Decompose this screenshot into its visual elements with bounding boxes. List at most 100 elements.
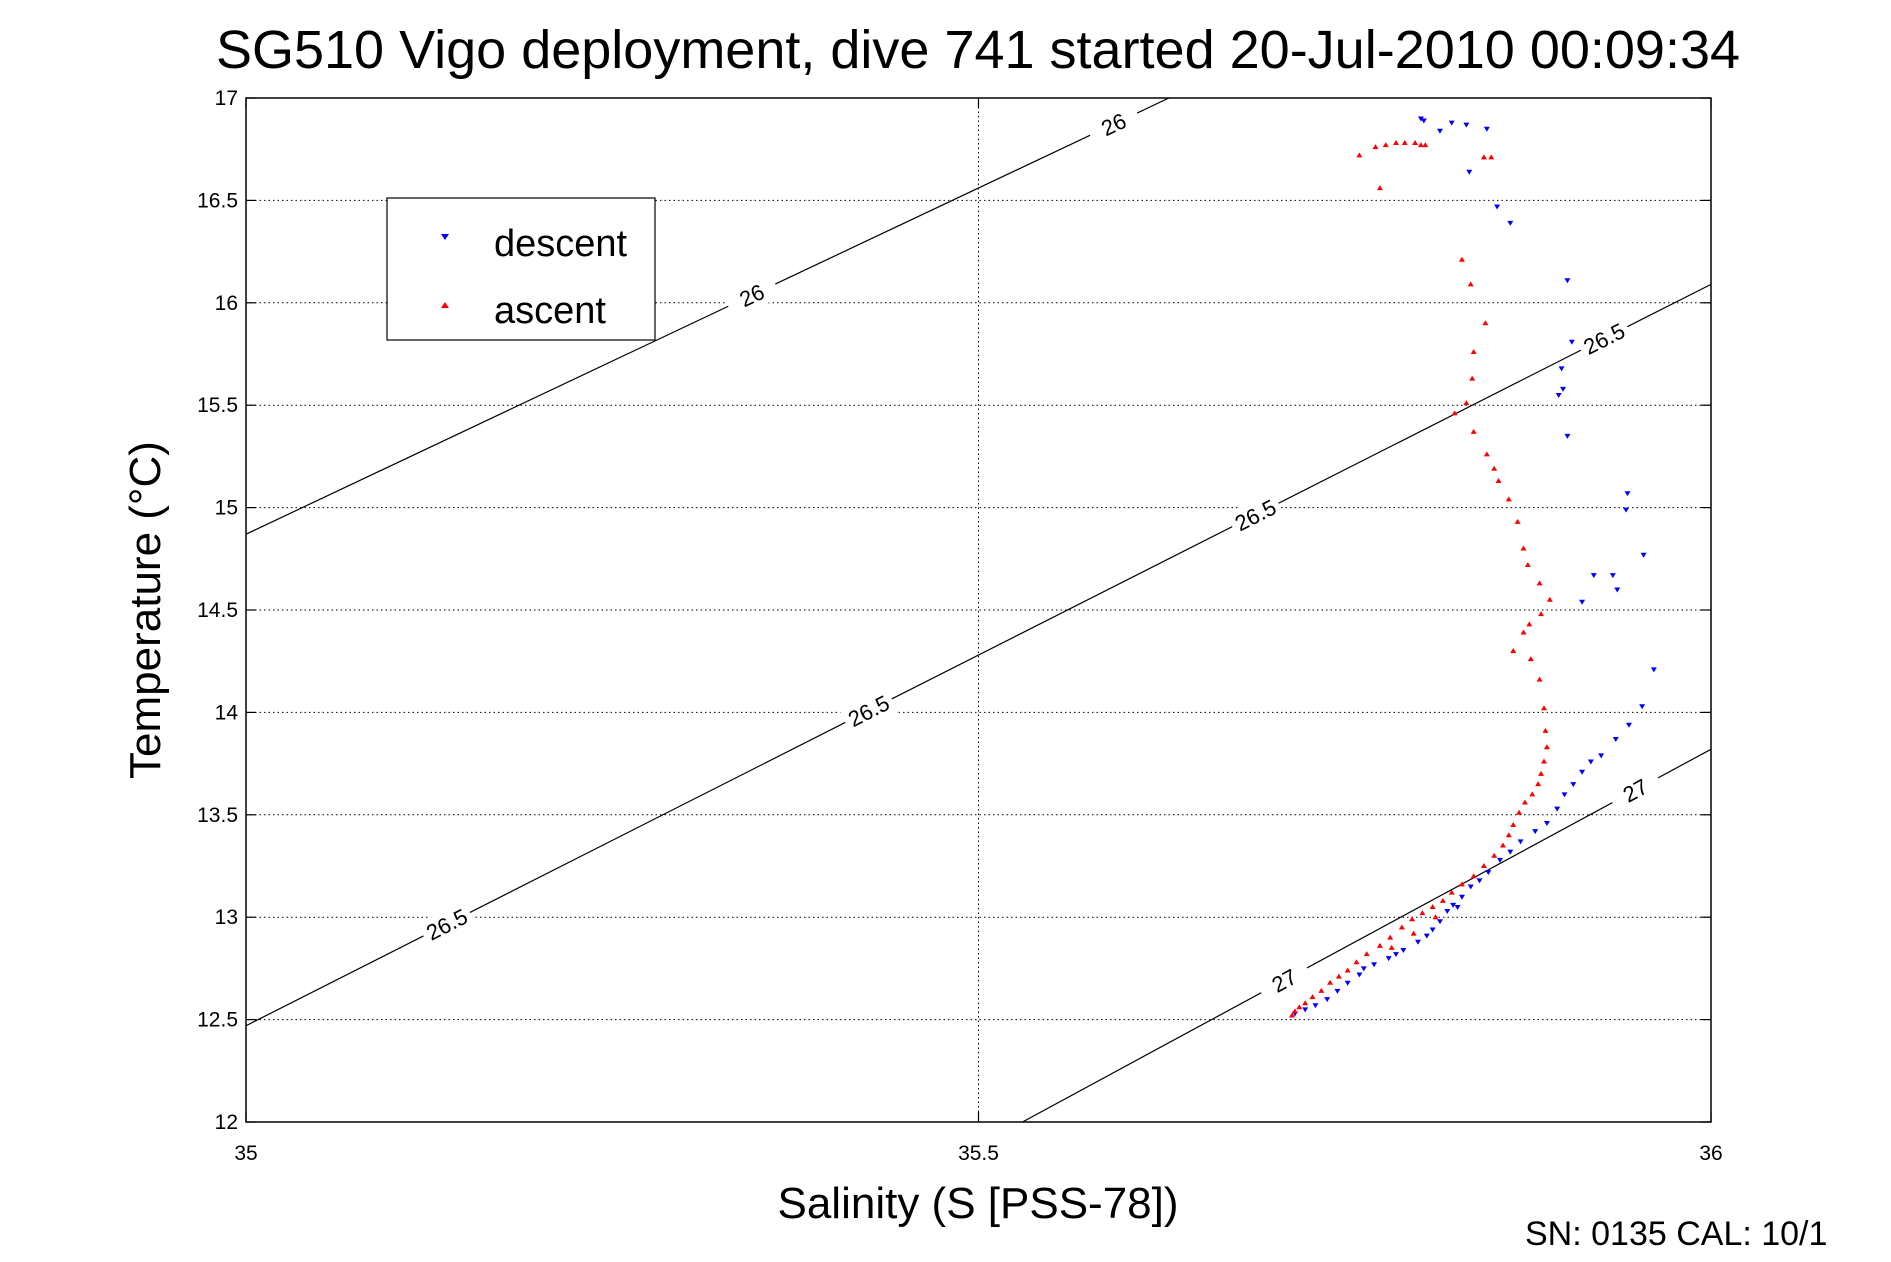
descent-point: [1564, 433, 1571, 439]
descent-point: [1558, 366, 1565, 372]
descent-point: [1444, 909, 1451, 915]
descent-point: [1623, 507, 1630, 513]
ascent-point: [1488, 154, 1495, 160]
ascent-point: [1432, 914, 1439, 920]
ascent-point: [1376, 942, 1383, 948]
descent-point: [1417, 116, 1424, 122]
descent-point: [1555, 392, 1562, 398]
ascent-point: [1495, 477, 1502, 483]
ascent-point: [1398, 924, 1405, 930]
y-tick-label: 13: [215, 906, 238, 929]
x-tick-label: 35: [234, 1142, 257, 1165]
descent-point: [1625, 722, 1632, 728]
ascent-point: [1382, 142, 1389, 148]
ascent-point: [1448, 889, 1455, 895]
y-tick-label: 15: [215, 497, 238, 520]
x-tick-label: 35.5: [958, 1142, 999, 1165]
ascent-point: [1520, 545, 1527, 551]
ascent-point: [1546, 596, 1553, 602]
descent-point: [1483, 126, 1490, 132]
ascent-point: [1538, 770, 1545, 776]
y-tick-label: 14.5: [197, 599, 238, 622]
descent-point: [1564, 278, 1571, 284]
descent-point: [1624, 491, 1631, 497]
ascent-point: [1526, 621, 1533, 627]
ascent-point: [1302, 1000, 1309, 1006]
ascent-point: [1327, 979, 1334, 985]
contour-label-background: [722, 271, 782, 319]
density-contour-line: [246, 283, 1711, 1027]
descent-point: [1429, 927, 1436, 933]
density-contour-line: [246, 98, 1170, 535]
descent-point: [1448, 120, 1455, 126]
contour-label-background: [1254, 955, 1314, 1006]
contour-label-background: [1605, 765, 1665, 815]
descent-point: [1614, 587, 1621, 593]
ascent-point: [1291, 1008, 1298, 1014]
ascent-point: [1499, 842, 1506, 848]
ascent-point: [1439, 897, 1446, 903]
ascent-point: [1309, 994, 1316, 1000]
descent-point: [1450, 902, 1457, 908]
descent-point: [1532, 829, 1539, 835]
descent-point: [1324, 997, 1331, 1003]
ascent-point: [1410, 930, 1417, 936]
ascent-point: [1536, 580, 1543, 586]
contour-label-background: [1084, 100, 1144, 148]
ascent-point: [1529, 791, 1536, 797]
legend-descent-label: descent: [494, 223, 628, 265]
series-descent: [1291, 116, 1657, 1017]
descent-point: [1356, 972, 1363, 978]
ascent-point: [1542, 727, 1549, 733]
descent-point: [1543, 820, 1550, 826]
ascent-point: [1540, 758, 1547, 764]
descent-point: [1415, 939, 1421, 945]
descent-point: [1436, 919, 1443, 925]
ascent-point: [1520, 629, 1527, 635]
ascent-point: [1470, 873, 1477, 879]
contour-label-background: [417, 899, 477, 949]
y-tick-label: 17: [215, 87, 238, 110]
ascent-point: [1353, 959, 1360, 965]
descent-point: [1360, 966, 1367, 972]
contour-label-background: [1225, 490, 1285, 540]
x-axis-label: Salinity (S [PSS-78]): [777, 1179, 1178, 1228]
y-tick-label: 14: [215, 701, 239, 724]
ascent-point: [1516, 809, 1523, 815]
ascent-point: [1538, 611, 1545, 617]
descent-point: [1640, 552, 1647, 558]
ascent-point: [1388, 944, 1395, 950]
descent-point: [1568, 339, 1575, 345]
descent-point: [1612, 737, 1619, 743]
descent-point: [1517, 839, 1524, 845]
contour-label-background: [1574, 314, 1634, 363]
ascent-point: [1451, 410, 1458, 416]
ascent-point: [1387, 934, 1394, 940]
ascent-point: [1514, 518, 1521, 524]
ascent-point: [1510, 647, 1517, 653]
descent-point: [1590, 573, 1597, 579]
ascent-point: [1419, 910, 1426, 916]
descent-point: [1334, 988, 1341, 994]
descent-point: [1507, 849, 1514, 855]
chart-title: SG510 Vigo deployment, dive 741 started …: [216, 20, 1740, 80]
y-tick-label: 13.5: [197, 804, 238, 827]
descent-point: [1423, 933, 1430, 939]
data-points: [1289, 116, 1657, 1018]
legend-descent-marker: [441, 234, 449, 240]
ascent-point: [1505, 496, 1512, 502]
ascent-point: [1540, 705, 1547, 711]
descent-point: [1494, 204, 1501, 210]
series-ascent: [1289, 140, 1553, 1018]
x-tick-label: 36: [1699, 1142, 1722, 1165]
ascent-point: [1289, 1012, 1296, 1018]
descent-point: [1302, 1007, 1309, 1013]
descent-point: [1454, 904, 1461, 910]
ascent-point: [1491, 465, 1498, 471]
descent-point: [1385, 956, 1392, 962]
ascent-point: [1482, 320, 1489, 326]
y-tick-label: 12: [215, 1111, 238, 1134]
ascent-point: [1469, 375, 1476, 381]
